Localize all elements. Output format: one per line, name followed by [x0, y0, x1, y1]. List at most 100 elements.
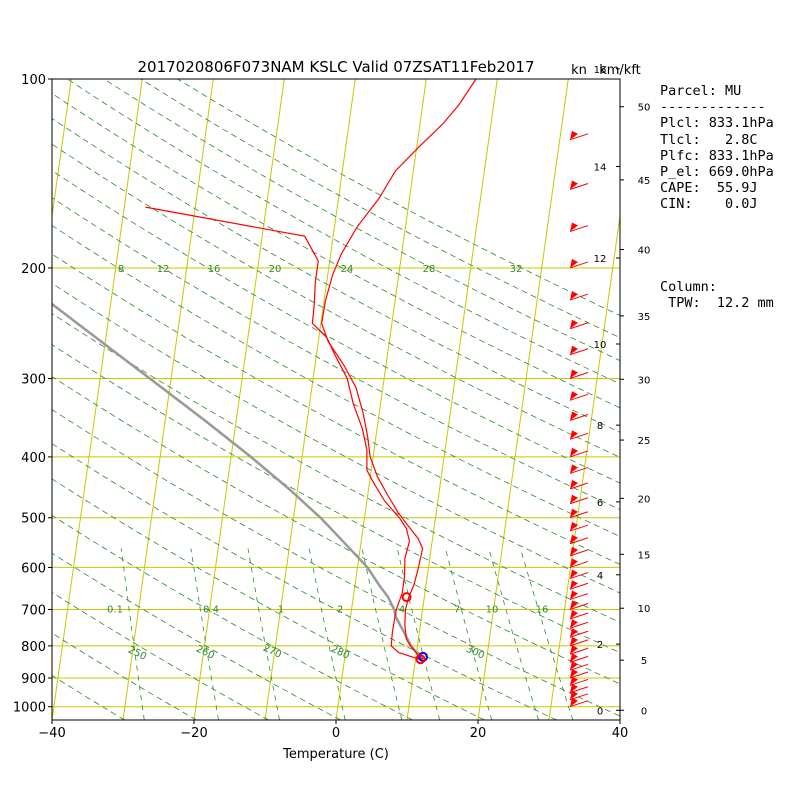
plot-overlay — [401, 130, 589, 708]
kft-tick-label: 25 — [638, 436, 651, 447]
wind-barb-flag — [570, 690, 578, 700]
dry-adiabat-line — [52, 674, 125, 720]
temperature-tick-label: 20 — [470, 726, 487, 741]
surface-marker — [415, 654, 426, 665]
kft-tick-label: 50 — [638, 103, 651, 114]
plot-area — [52, 79, 620, 720]
dry-adiabat-line — [52, 253, 620, 565]
parcel-info-line: CAPE: 55.9J — [660, 180, 758, 197]
dry-adiabat-line — [52, 478, 485, 720]
mixing-ratio-line — [445, 548, 493, 720]
wind-barb-flag — [570, 661, 578, 671]
dry-adiabat-line — [52, 344, 620, 654]
wind-barb-flag — [570, 319, 578, 329]
wind-barb-flag — [570, 580, 578, 590]
wind-barb-flag — [570, 636, 578, 646]
mixing-ratio-label: 1 — [278, 604, 284, 615]
dry-adiabat-line — [66, 79, 620, 385]
parcel-info-line: Plfc: 833.1hPa — [660, 147, 774, 164]
wind-barb — [569, 602, 589, 610]
parcel-profile-line — [52, 302, 424, 661]
isotherm-line — [193, 79, 285, 720]
km-tick-label: 10 — [594, 340, 607, 351]
chart-title: 2017020806F073NAM KSLC Valid 07ZSAT11Feb… — [138, 58, 535, 76]
wind-barb-flag — [570, 590, 578, 600]
km-tick-label: 0 — [597, 706, 603, 717]
x-axis-label: Temperature (C) — [282, 747, 389, 762]
pressure-tick-label: 200 — [21, 262, 46, 277]
wind-barb-flag — [570, 522, 578, 532]
wind-barb-flag — [570, 668, 578, 678]
dry-adiabat-line — [52, 443, 557, 720]
column-info-line: TPW: 12.2 mm — [660, 295, 774, 312]
parcel-info-line: Plcl: 833.1hPa — [660, 115, 774, 132]
column-info-panel: Column: TPW: 12.2 mm — [660, 279, 774, 311]
dry-adiabat-line — [52, 409, 620, 717]
wind-barb — [569, 663, 589, 671]
wind-barb — [569, 655, 589, 663]
kft-tick-label: 15 — [638, 550, 651, 561]
wind-barb — [569, 432, 589, 440]
dry-adiabat-line — [52, 632, 197, 720]
wind-barb — [569, 482, 589, 490]
wind-barb-flag — [570, 480, 578, 490]
wind-barb — [569, 450, 589, 458]
wind-barb-flag — [570, 534, 578, 544]
mixing-ratio-line — [488, 548, 539, 720]
mixing-ratio-label: 20 — [269, 264, 282, 275]
mixing-ratio-label: 10 — [486, 604, 499, 615]
wind-barb — [569, 693, 589, 701]
wind-barb-flag — [570, 222, 578, 232]
parcel-info-line: ------------- — [660, 99, 766, 116]
mixing-ratio-label: 4 — [399, 604, 405, 615]
kft-tick-label: 45 — [638, 176, 651, 187]
isotherm-line — [406, 79, 498, 720]
isotherm-line — [122, 79, 214, 720]
km-tick-label: 2 — [597, 640, 603, 651]
wind-barb-flag — [570, 600, 578, 610]
km-tick-label: 12 — [594, 254, 607, 265]
parcel-info-line: Parcel: MU — [660, 83, 742, 99]
dry-adiabat-line — [52, 92, 620, 409]
wind-barb-flag — [570, 345, 578, 355]
km-tick-label: 14 — [594, 163, 607, 174]
mixing-ratio-line — [520, 548, 574, 720]
wind-barb — [569, 612, 589, 620]
pressure-tick-label: 300 — [21, 372, 46, 387]
wind-barb-flag — [570, 683, 578, 693]
temperature-tick-label: −40 — [38, 726, 65, 741]
parcel-info-line: Tlcl: 2.8C — [660, 131, 758, 148]
kft-tick-label: 30 — [638, 375, 651, 386]
wind-barb — [569, 560, 589, 568]
pressure-tick-label: 600 — [21, 561, 46, 576]
wind-barb — [569, 414, 589, 421]
wind-barb — [569, 700, 589, 708]
wind-barb — [569, 582, 589, 590]
parcel-info-panel: Parcel: MU ------------- Plcl: 833.1hPa Tlc… — [660, 83, 774, 213]
wind-barb-flag — [570, 569, 578, 579]
dry-adiabat-line — [52, 225, 620, 537]
wind-barb-flag — [570, 653, 578, 663]
dry-adiabat-line — [52, 282, 620, 594]
wind-barb — [569, 630, 589, 638]
wind-barb-flag — [570, 258, 578, 268]
isotherm-line — [52, 79, 143, 720]
pressure-tick-label: 700 — [21, 603, 46, 618]
pressure-tick-label: 1000 — [13, 701, 46, 716]
mixing-ratio-line — [190, 548, 219, 720]
mixing-ratio-label: 7 — [454, 604, 460, 615]
wind-barb — [569, 621, 589, 629]
dry-adiabat-line — [52, 514, 413, 720]
mixing-ratio-label: 0.4 — [203, 604, 219, 615]
wind-barb — [569, 372, 589, 379]
wind-barb — [569, 686, 589, 694]
dry-adiabat-line — [52, 719, 53, 720]
isotherm-line — [477, 79, 569, 720]
wind-barb — [569, 393, 589, 401]
isotherm-line — [52, 79, 72, 220]
mixing-ratio-label: 12 — [157, 264, 170, 275]
pressure-tick-label: 800 — [21, 640, 46, 655]
mixing-ratio-line — [120, 548, 145, 720]
kft-tick-label: 10 — [638, 604, 651, 615]
